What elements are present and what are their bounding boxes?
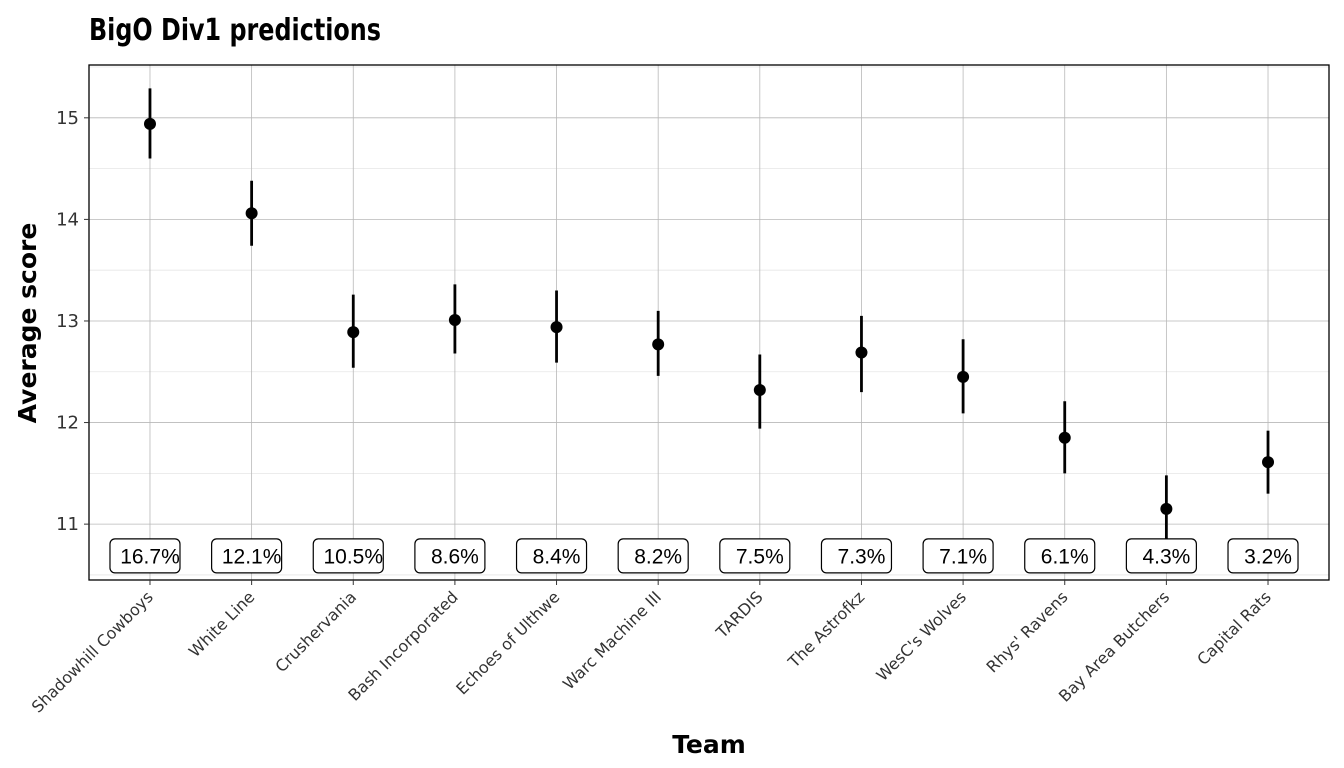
data-points [143, 117, 1275, 515]
data-point [753, 384, 766, 397]
label-box [1125, 538, 1197, 574]
label-box [719, 538, 791, 574]
plot-panel [89, 65, 1329, 580]
plot-frame [88, 64, 1330, 581]
data-point [143, 117, 156, 130]
percentage-labels: 16.7% 12.1% 10.5% 8.6% 8.4% 8.2% 7.5% 7.3% 7.1% 6… [109, 538, 1299, 574]
x-tick-label: Echoes of Ulthwe [452, 587, 563, 698]
percentage-label: 8.6% [431, 545, 479, 568]
y-axis-title: Average score [13, 223, 42, 424]
percentage-label: 8.2% [634, 545, 682, 568]
percentage-label: 6.1% [1041, 545, 1089, 568]
data-point [652, 338, 665, 351]
data-point [1058, 431, 1071, 444]
label-box [414, 538, 486, 574]
data-point [1160, 502, 1173, 515]
data-point [347, 326, 360, 339]
x-axis-ticks: Shadowhill Cowboys White Line Crushervania… [28, 580, 1275, 716]
x-tick-label: WesC's Wolves [872, 587, 969, 684]
y-tick-label: 13 [56, 311, 79, 332]
label-box [312, 538, 384, 574]
plot-background [89, 65, 1329, 580]
x-tick-label: White Line [185, 587, 259, 661]
y-tick-label: 15 [56, 108, 79, 129]
label-box [1227, 538, 1299, 574]
x-tick-label: Rhys' Ravens [983, 587, 1072, 676]
data-point [1262, 456, 1275, 469]
x-tick-label: The Astrofkz [784, 587, 869, 672]
y-tick-label: 14 [56, 209, 79, 230]
percentage-label: 7.3% [838, 545, 886, 568]
y-axis-ticks: 11 12 13 14 15 [56, 108, 89, 535]
y-tick-label: 11 [56, 514, 79, 535]
label-box [515, 538, 588, 574]
y-tick-label: 12 [56, 413, 79, 434]
minor-gridlines [89, 66, 1329, 576]
label-box [922, 538, 994, 574]
percentage-label: 16.7% [120, 545, 180, 568]
x-tick-label: Shadowhill Cowboys [28, 587, 157, 716]
x-tick-label: Capital Rats [1193, 587, 1275, 669]
percentage-label: 7.5% [736, 545, 784, 568]
label-box [109, 538, 181, 574]
percentage-label: 3.2% [1244, 545, 1292, 568]
label-box [211, 538, 283, 574]
x-tick-label: Bash Incorporated [344, 587, 461, 704]
percentage-label: 7.1% [939, 545, 987, 568]
percentage-label: 12.1% [222, 545, 282, 568]
x-tick-label: Warc Machine III [559, 587, 665, 693]
label-box [617, 538, 689, 574]
x-axis-title: Team [672, 730, 746, 759]
label-box [1024, 538, 1096, 574]
x-tick-label: Crushervania [271, 587, 360, 676]
chart-title: BigO Div1 predictions [89, 13, 381, 48]
data-point [448, 313, 461, 326]
x-tick-label: Bay Area Butchers [1055, 587, 1173, 705]
percentage-label: 8.4% [533, 545, 581, 568]
data-point [550, 321, 563, 334]
data-point [245, 207, 258, 220]
data-point [855, 346, 868, 359]
plot-border [88, 64, 1330, 581]
data-point [957, 370, 970, 383]
label-box [820, 538, 893, 574]
percentage-label: 10.5% [323, 545, 383, 568]
percentage-label: 4.3% [1142, 545, 1190, 568]
x-tick-label: TARDIS [712, 587, 767, 642]
